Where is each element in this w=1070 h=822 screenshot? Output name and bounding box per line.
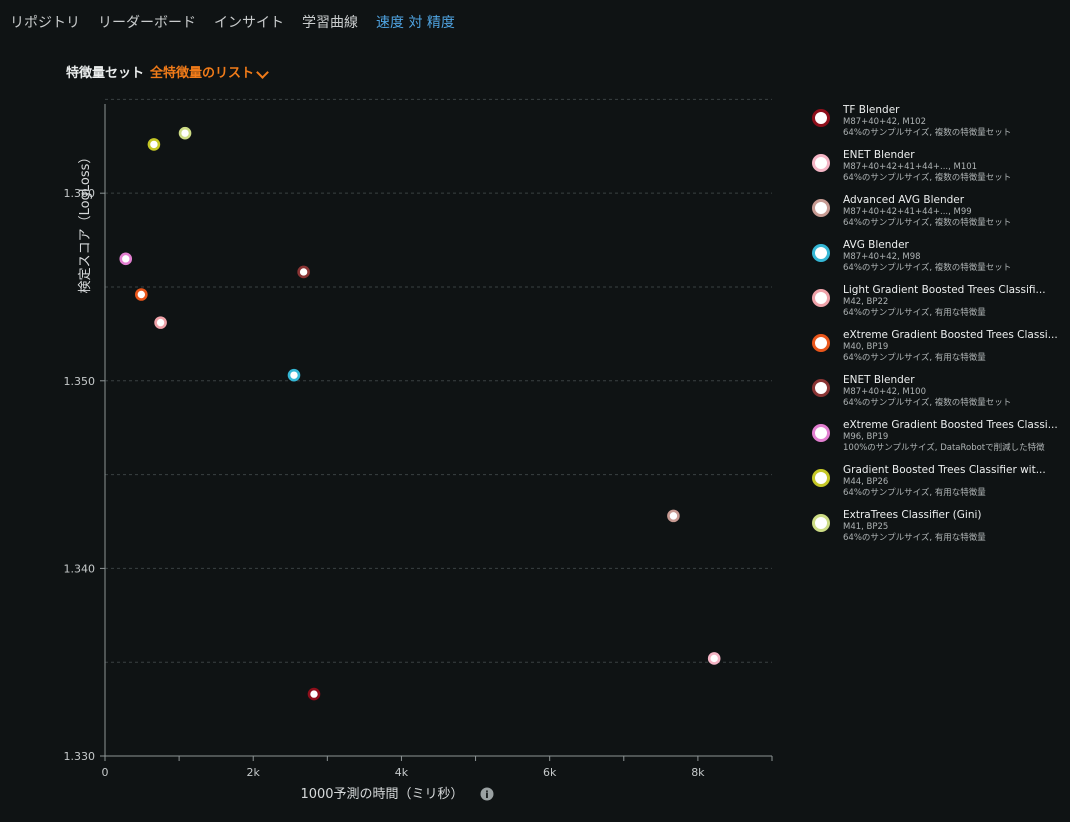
legend-marker-icon: [812, 514, 830, 532]
data-point[interactable]: [287, 368, 301, 382]
data-point[interactable]: [707, 652, 721, 665]
legend-model-detail: 64%のサンプルサイズ, 複数の特徴量セット: [843, 398, 1012, 408]
legend-item[interactable]: ExtraTrees Classifier (Gini) M41, BP25 64%…: [812, 509, 1064, 554]
data-point[interactable]: [667, 509, 680, 523]
legend-text: eXtreme Gradient Boosted Trees Classi...…: [843, 419, 1058, 464]
legend-item[interactable]: eXtreme Gradient Boosted Trees Classi...…: [812, 419, 1064, 464]
legend-model-id: M87+40+42, M98: [843, 252, 921, 262]
chart-legend: TF Blender M87+40+42, M102 64%のサンプルサイズ, 複数…: [812, 104, 1064, 554]
x-tick-label: 0: [102, 766, 109, 779]
data-point[interactable]: [307, 687, 321, 701]
legend-model-detail: 64%のサンプルサイズ, 有用な特徴量: [843, 353, 986, 363]
legend-text: ENET Blender M87+40+42, M100 64%のサンプルサイズ, …: [843, 374, 1011, 419]
x-tick-label: 4k: [395, 766, 409, 779]
info-icon-glyph: i: [485, 790, 488, 801]
legend-model-name: Advanced AVG Blender: [843, 194, 965, 206]
legend-model-name: Gradient Boosted Trees Classifier wit...: [843, 464, 1046, 476]
speed-vs-accuracy-chart: 1.330 1.340 1.350 1.360 0 2k 4k 6k 8k 1000予測の時間（ミ…: [64, 98, 773, 802]
legend-model-id: M87+40+42+41+44+..., M99: [843, 207, 972, 217]
legend-marker-icon: [812, 244, 830, 262]
y-tick-label: 1.350: [64, 375, 96, 388]
legend-item[interactable]: AVG Blender M87+40+42, M98 64%のサンプルサイズ, 複数…: [812, 239, 1064, 284]
x-axis-label: 1000予測の時間（ミリ秒）: [300, 787, 463, 802]
legend-model-name: eXtreme Gradient Boosted Trees Classi...: [843, 419, 1058, 431]
info-icon[interactable]: [480, 787, 494, 801]
tab-bar: リポジトリ リーダーボード インサイト 学習曲線 速度 対 精度: [10, 12, 455, 32]
legend-text: Light Gradient Boosted Trees Classifi...…: [843, 284, 1046, 329]
legend-marker-icon: [812, 424, 830, 442]
data-point[interactable]: [135, 288, 148, 301]
tab-speed-vs-accuracy[interactable]: 速度 対 精度: [376, 15, 455, 31]
legend-marker-icon: [812, 199, 830, 217]
legend-model-detail: 64%のサンプルサイズ, 複数の特徴量セット: [843, 263, 1012, 273]
data-point[interactable]: [297, 265, 310, 279]
legend-model-name: AVG Blender: [843, 239, 909, 251]
legend-marker-icon: [812, 379, 830, 397]
data-point[interactable]: [178, 126, 192, 140]
legend-model-id: M42, BP22: [843, 297, 889, 307]
legend-text: ENET Blender M87+40+42+41+44+..., M101 64%…: [843, 149, 1011, 194]
legend-marker-icon: [812, 469, 830, 487]
legend-item[interactable]: ENET Blender M87+40+42+41+44+..., M101 64%…: [812, 149, 1064, 194]
legend-model-name: TF Blender: [843, 104, 900, 116]
legend-item[interactable]: eXtreme Gradient Boosted Trees Classi...…: [812, 329, 1064, 374]
legend-text: Advanced AVG Blender M87+40+42+41+44+...,…: [843, 194, 1011, 239]
legend-marker-icon: [812, 109, 830, 127]
chevron-down-icon[interactable]: [256, 66, 269, 79]
legend-item[interactable]: Light Gradient Boosted Trees Classifi...…: [812, 284, 1064, 329]
legend-model-detail: 64%のサンプルサイズ, 複数の特徴量セット: [843, 128, 1012, 138]
legend-model-detail: 64%のサンプルサイズ, 有用な特徴量: [843, 533, 986, 543]
x-tick-label: 6k: [543, 766, 557, 779]
legend-model-name: Light Gradient Boosted Trees Classifi...: [843, 284, 1046, 296]
legend-model-id: M41, BP25: [843, 522, 889, 532]
legend-model-id: M87+40+42, M100: [843, 387, 926, 397]
y-tick-label: 1.330: [64, 750, 96, 763]
tab-learning-curve[interactable]: 学習曲線: [302, 15, 358, 31]
legend-text: Gradient Boosted Trees Classifier wit...…: [843, 464, 1046, 509]
legend-model-id: M87+40+42+41+44+..., M101: [843, 162, 978, 172]
tab-leaderboard[interactable]: リーダーボード: [98, 15, 196, 31]
legend-model-name: eXtreme Gradient Boosted Trees Classi...: [843, 329, 1058, 341]
feature-set-selector: 特徴量セット 全特徴量のリスト: [66, 62, 269, 81]
feature-set-dropdown[interactable]: 全特徴量のリスト: [150, 62, 269, 81]
y-tick-label: 1.360: [64, 187, 96, 200]
legend-model-detail: 64%のサンプルサイズ, 複数の特徴量セット: [843, 218, 1012, 228]
legend-item[interactable]: Advanced AVG Blender M87+40+42+41+44+...,…: [812, 194, 1064, 239]
legend-model-detail: 100%のサンプルサイズ, DataRobotで削減した特徴: [843, 443, 1045, 453]
legend-marker-icon: [812, 334, 830, 352]
feature-set-label: 特徴量セット: [66, 66, 145, 81]
y-tick-label: 1.340: [64, 562, 96, 575]
legend-item[interactable]: TF Blender M87+40+42, M102 64%のサンプルサイズ, 複数…: [812, 104, 1064, 149]
legend-model-id: M87+40+42, M102: [843, 117, 926, 127]
tab-insights[interactable]: インサイト: [214, 15, 284, 31]
data-point[interactable]: [119, 252, 133, 266]
tab-repository[interactable]: リポジトリ: [10, 15, 80, 31]
legend-model-detail: 64%のサンプルサイズ, 有用な特徴量: [843, 308, 986, 318]
legend-model-name: ENET Blender: [843, 149, 915, 161]
legend-model-name: ENET Blender: [843, 374, 915, 386]
legend-text: eXtreme Gradient Boosted Trees Classi...…: [843, 329, 1058, 374]
y-axis-label: 検定スコア（LogLoss）: [78, 151, 93, 294]
legend-marker-icon: [812, 154, 830, 172]
feature-set-value: 全特徴量のリスト: [150, 66, 255, 81]
x-tick-label: 2k: [247, 766, 261, 779]
legend-text: AVG Blender M87+40+42, M98 64%のサンプルサイズ, 複数…: [843, 239, 1011, 284]
legend-text: TF Blender M87+40+42, M102 64%のサンプルサイズ, 複数…: [843, 104, 1011, 149]
legend-model-detail: 64%のサンプルサイズ, 有用な特徴量: [843, 488, 986, 498]
legend-model-id: M44, BP26: [843, 477, 889, 487]
legend-model-id: M96, BP19: [843, 432, 889, 442]
legend-model-name: ExtraTrees Classifier (Gini): [843, 509, 982, 521]
x-tick-label: 8k: [691, 766, 705, 779]
legend-model-detail: 64%のサンプルサイズ, 複数の特徴量セット: [843, 173, 1012, 183]
legend-item[interactable]: ENET Blender M87+40+42, M100 64%のサンプルサイズ, …: [812, 374, 1064, 419]
data-point[interactable]: [154, 316, 167, 329]
legend-text: ExtraTrees Classifier (Gini) M41, BP25 64%…: [843, 509, 986, 554]
legend-item[interactable]: Gradient Boosted Trees Classifier wit...…: [812, 464, 1064, 509]
data-point[interactable]: [147, 138, 161, 151]
legend-marker-icon: [812, 289, 830, 307]
legend-model-id: M40, BP19: [843, 342, 889, 352]
